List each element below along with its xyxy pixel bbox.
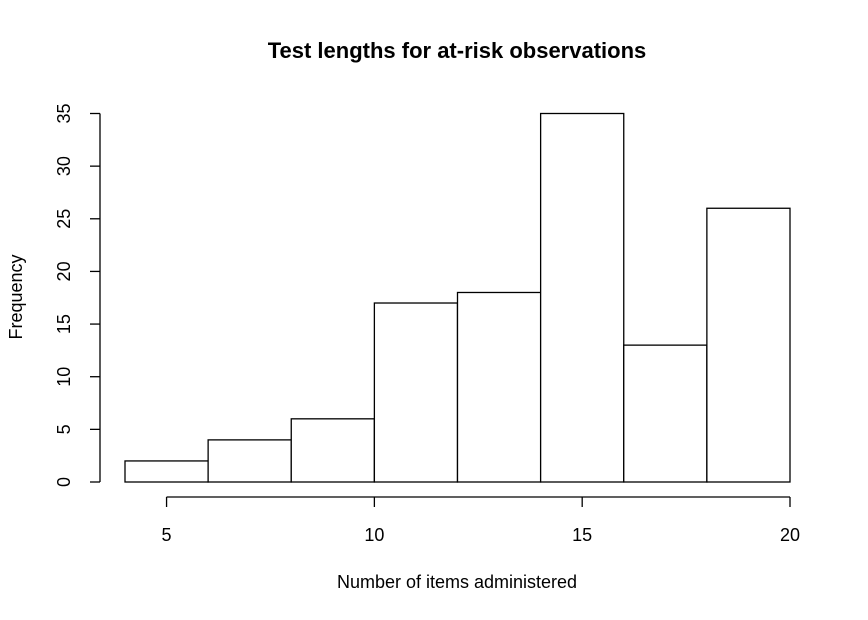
y-tick-label: 10 [54, 367, 74, 387]
histogram-bar [456, 291, 542, 483]
x-tick-label: 15 [572, 525, 592, 545]
bars-group [124, 112, 791, 483]
y-tick-label: 30 [54, 156, 74, 176]
y-tick-label: 35 [54, 103, 74, 123]
x-tick-label: 5 [162, 525, 172, 545]
x-axis: 5 10 15 20 [162, 496, 800, 545]
histogram-bar [706, 207, 791, 483]
y-tick-label: 20 [54, 261, 74, 281]
x-tick-label: 10 [364, 525, 384, 545]
y-axis: 0 5 10 15 20 25 30 35 [54, 103, 101, 487]
y-axis-label: Frequency [6, 254, 26, 339]
histogram-bar [207, 439, 292, 483]
y-tick-label: 5 [54, 424, 74, 434]
y-tick-label: 15 [54, 314, 74, 334]
chart-title: Test lengths for at-risk observations [268, 38, 647, 63]
y-tick-label: 0 [54, 477, 74, 487]
histogram-bar [373, 302, 459, 483]
x-tick-label: 20 [780, 525, 800, 545]
histogram-bar [623, 344, 708, 483]
histogram-bar [539, 112, 625, 483]
x-axis-label: Number of items administered [337, 572, 577, 592]
histogram-bar [124, 460, 209, 483]
y-tick-label: 25 [54, 209, 74, 229]
histogram-bar [290, 418, 376, 483]
